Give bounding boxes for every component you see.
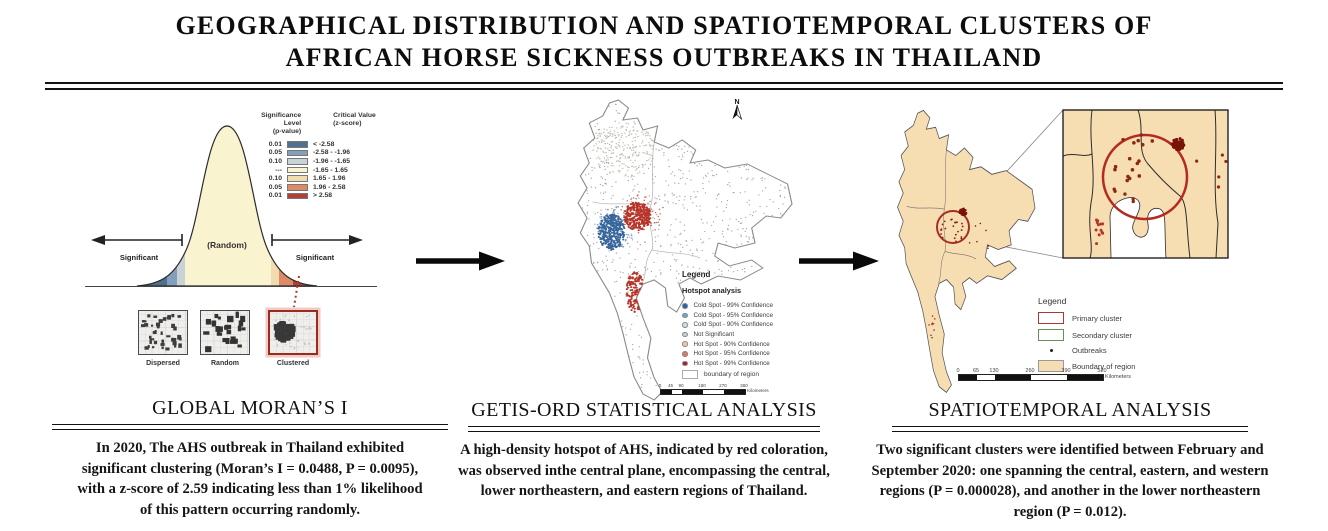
legend-item: Hot Spot - 99% Confidence (682, 359, 773, 369)
thumbnail-label: Dispersed (146, 360, 180, 367)
cluster-map (897, 109, 1229, 394)
legend-item: Not Significant (682, 330, 773, 340)
significant-right-label: Significant (296, 253, 335, 262)
svg-text:N: N (734, 99, 739, 106)
hot-spot-cluster (623, 201, 652, 232)
flow-arrow-icon (797, 247, 881, 275)
outbreak-dot-swatch (1049, 349, 1053, 352)
legend-dot (682, 312, 688, 319)
thumbnail-label: Clustered (276, 360, 310, 367)
header-divider (45, 82, 1283, 90)
color-swatch (287, 192, 308, 200)
boundary-swatch (682, 369, 698, 379)
table-row: 0.10 -1.96 - -1.65 (268, 158, 351, 166)
color-swatch (287, 141, 308, 148)
outbreak-dots (940, 218, 964, 243)
bell-curve-outline (136, 125, 318, 287)
title-divider (52, 424, 448, 430)
panel-caption: Two significant clusters were identified… (871, 442, 1269, 521)
color-swatch (287, 166, 308, 174)
legend-dot (682, 360, 688, 367)
table-row: 0.01 > 2.58 (268, 192, 333, 200)
getis-title-block: GETIS-ORD STATISTICAL ANALYSIS A high-de… (448, 399, 840, 502)
thailand-hotspot-map (577, 99, 793, 401)
sig-col2-header: Critical Value (z-score) (333, 112, 376, 128)
hotspot-legend: Legend Hotspot analysis Cold Spot - 99% … (682, 270, 773, 380)
legend-item: Hot Spot - 95% Confidence (682, 349, 773, 359)
table-row: 0.10 1.65 - 1.96 (268, 175, 346, 183)
main-title-line2: AFRICAN HORSE SICKNESS OUTBREAKS IN THAI… (285, 42, 1043, 72)
legend-item-boundary: boundary of region (682, 368, 773, 380)
legend-item: Hot Spot - 90% Confidence (682, 339, 773, 349)
panel-caption: In 2020, The AHS outbreak in Thailand ex… (77, 440, 423, 519)
bell-curve-figure: Significant Significant (Random) (85, 125, 377, 308)
legend-item: Cold Spot - 95% Confidence (682, 311, 773, 321)
legend-dot (682, 303, 688, 309)
primary-cluster-swatch (1038, 312, 1064, 324)
legend-dot (682, 322, 688, 328)
north-arrow-icon: N (732, 99, 743, 121)
panel-caption: A high-density hotspot of AHS, indicated… (458, 442, 830, 500)
morans-i-panel: Significant Significant (Random) Signifi… (65, 108, 400, 403)
legend-item: Cold Spot - 99% Confidence (682, 301, 773, 311)
legend-title: Legend (682, 270, 711, 279)
random-label: (Random) (207, 240, 247, 250)
scale-bar: 0 65 130 260 390 520 Kilometers (956, 368, 1131, 381)
header: GEOGRAPHICAL DISTRIBUTION AND SPATIOTEMP… (0, 10, 1328, 73)
title-divider (468, 426, 820, 432)
table-row: 0.01 < -2.58 (268, 140, 335, 148)
legend-item: Outbreaks (1038, 346, 1135, 355)
clustered-thumbnail (268, 310, 318, 355)
random-thumbnail (200, 310, 250, 355)
legend-title: Legend (1038, 296, 1067, 306)
morans-title-block: GLOBAL MORAN’S I In 2020, The AHS outbre… (50, 397, 450, 521)
table-row: 0.05 -2.58 - -1.96 (268, 149, 351, 157)
inset-frame (1062, 109, 1229, 259)
significant-left-label: Significant (120, 253, 159, 262)
cold-spot-cluster (597, 213, 626, 251)
spatio-title-block: SPATIOTEMPORAL ANALYSIS Two significant … (868, 399, 1272, 523)
spatiotemporal-panel: Legend Primary cluster Secondary cluster… (880, 98, 1290, 398)
panel-title: GLOBAL MORAN’S I (152, 397, 348, 419)
thumbnail-label: Random (211, 360, 239, 367)
color-swatch (287, 158, 308, 165)
inset-cluster-circle (1101, 133, 1189, 221)
flow-arrow-icon (413, 247, 508, 275)
table-row: --- -1.65 - 1.65 (275, 166, 348, 174)
legend-item: Cold Spot - 90% Confidence (682, 320, 773, 330)
sig-col1-header: Significance Level (p-value) (261, 112, 302, 136)
inset-boundaries (1063, 110, 1219, 258)
dispersed-thumbnail (138, 310, 188, 355)
cluster-legend: Legend Primary cluster Secondary cluster… (1038, 296, 1135, 377)
legend-item: Primary cluster (1038, 312, 1135, 324)
significant-arrow-right (271, 234, 363, 246)
main-title-line1: GEOGRAPHICAL DISTRIBUTION AND SPATIOTEMP… (175, 11, 1153, 40)
inset-outbreak-dots (1113, 133, 1155, 183)
getis-ord-panel: N Legend Hotspot analysis Cold Spot - 99… (530, 92, 800, 407)
panel-title: SPATIOTEMPORAL ANALYSIS (928, 399, 1212, 421)
color-swatch (287, 184, 308, 191)
color-swatch (287, 149, 308, 157)
legend-dot (682, 351, 688, 357)
primary-cluster-circle (936, 210, 970, 244)
scale-bar: 0 45 90 180 270 360 Kilometers (658, 383, 769, 395)
legend-subtitle: Hotspot analysis (682, 286, 742, 295)
legend-item: Boundary of region (1038, 360, 1135, 372)
legend-dot (682, 331, 688, 338)
significance-table: Significance Level (p-value) Critical Va… (248, 112, 400, 200)
significant-arrow-left (91, 234, 183, 246)
legend-item: Secondary cluster (1038, 329, 1135, 341)
inset-map (1063, 110, 1228, 258)
panel-title: GETIS-ORD STATISTICAL ANALYSIS (471, 399, 817, 421)
legend-dot (682, 341, 688, 347)
clustered-pointer-line (293, 275, 300, 308)
boundary-swatch (1038, 360, 1064, 372)
title-divider (892, 426, 1248, 432)
secondary-cluster-swatch (1038, 329, 1064, 341)
color-swatch (287, 175, 308, 182)
table-row: 0.05 1.96 - 2.58 (268, 183, 346, 191)
thailand-outline (897, 109, 1036, 394)
